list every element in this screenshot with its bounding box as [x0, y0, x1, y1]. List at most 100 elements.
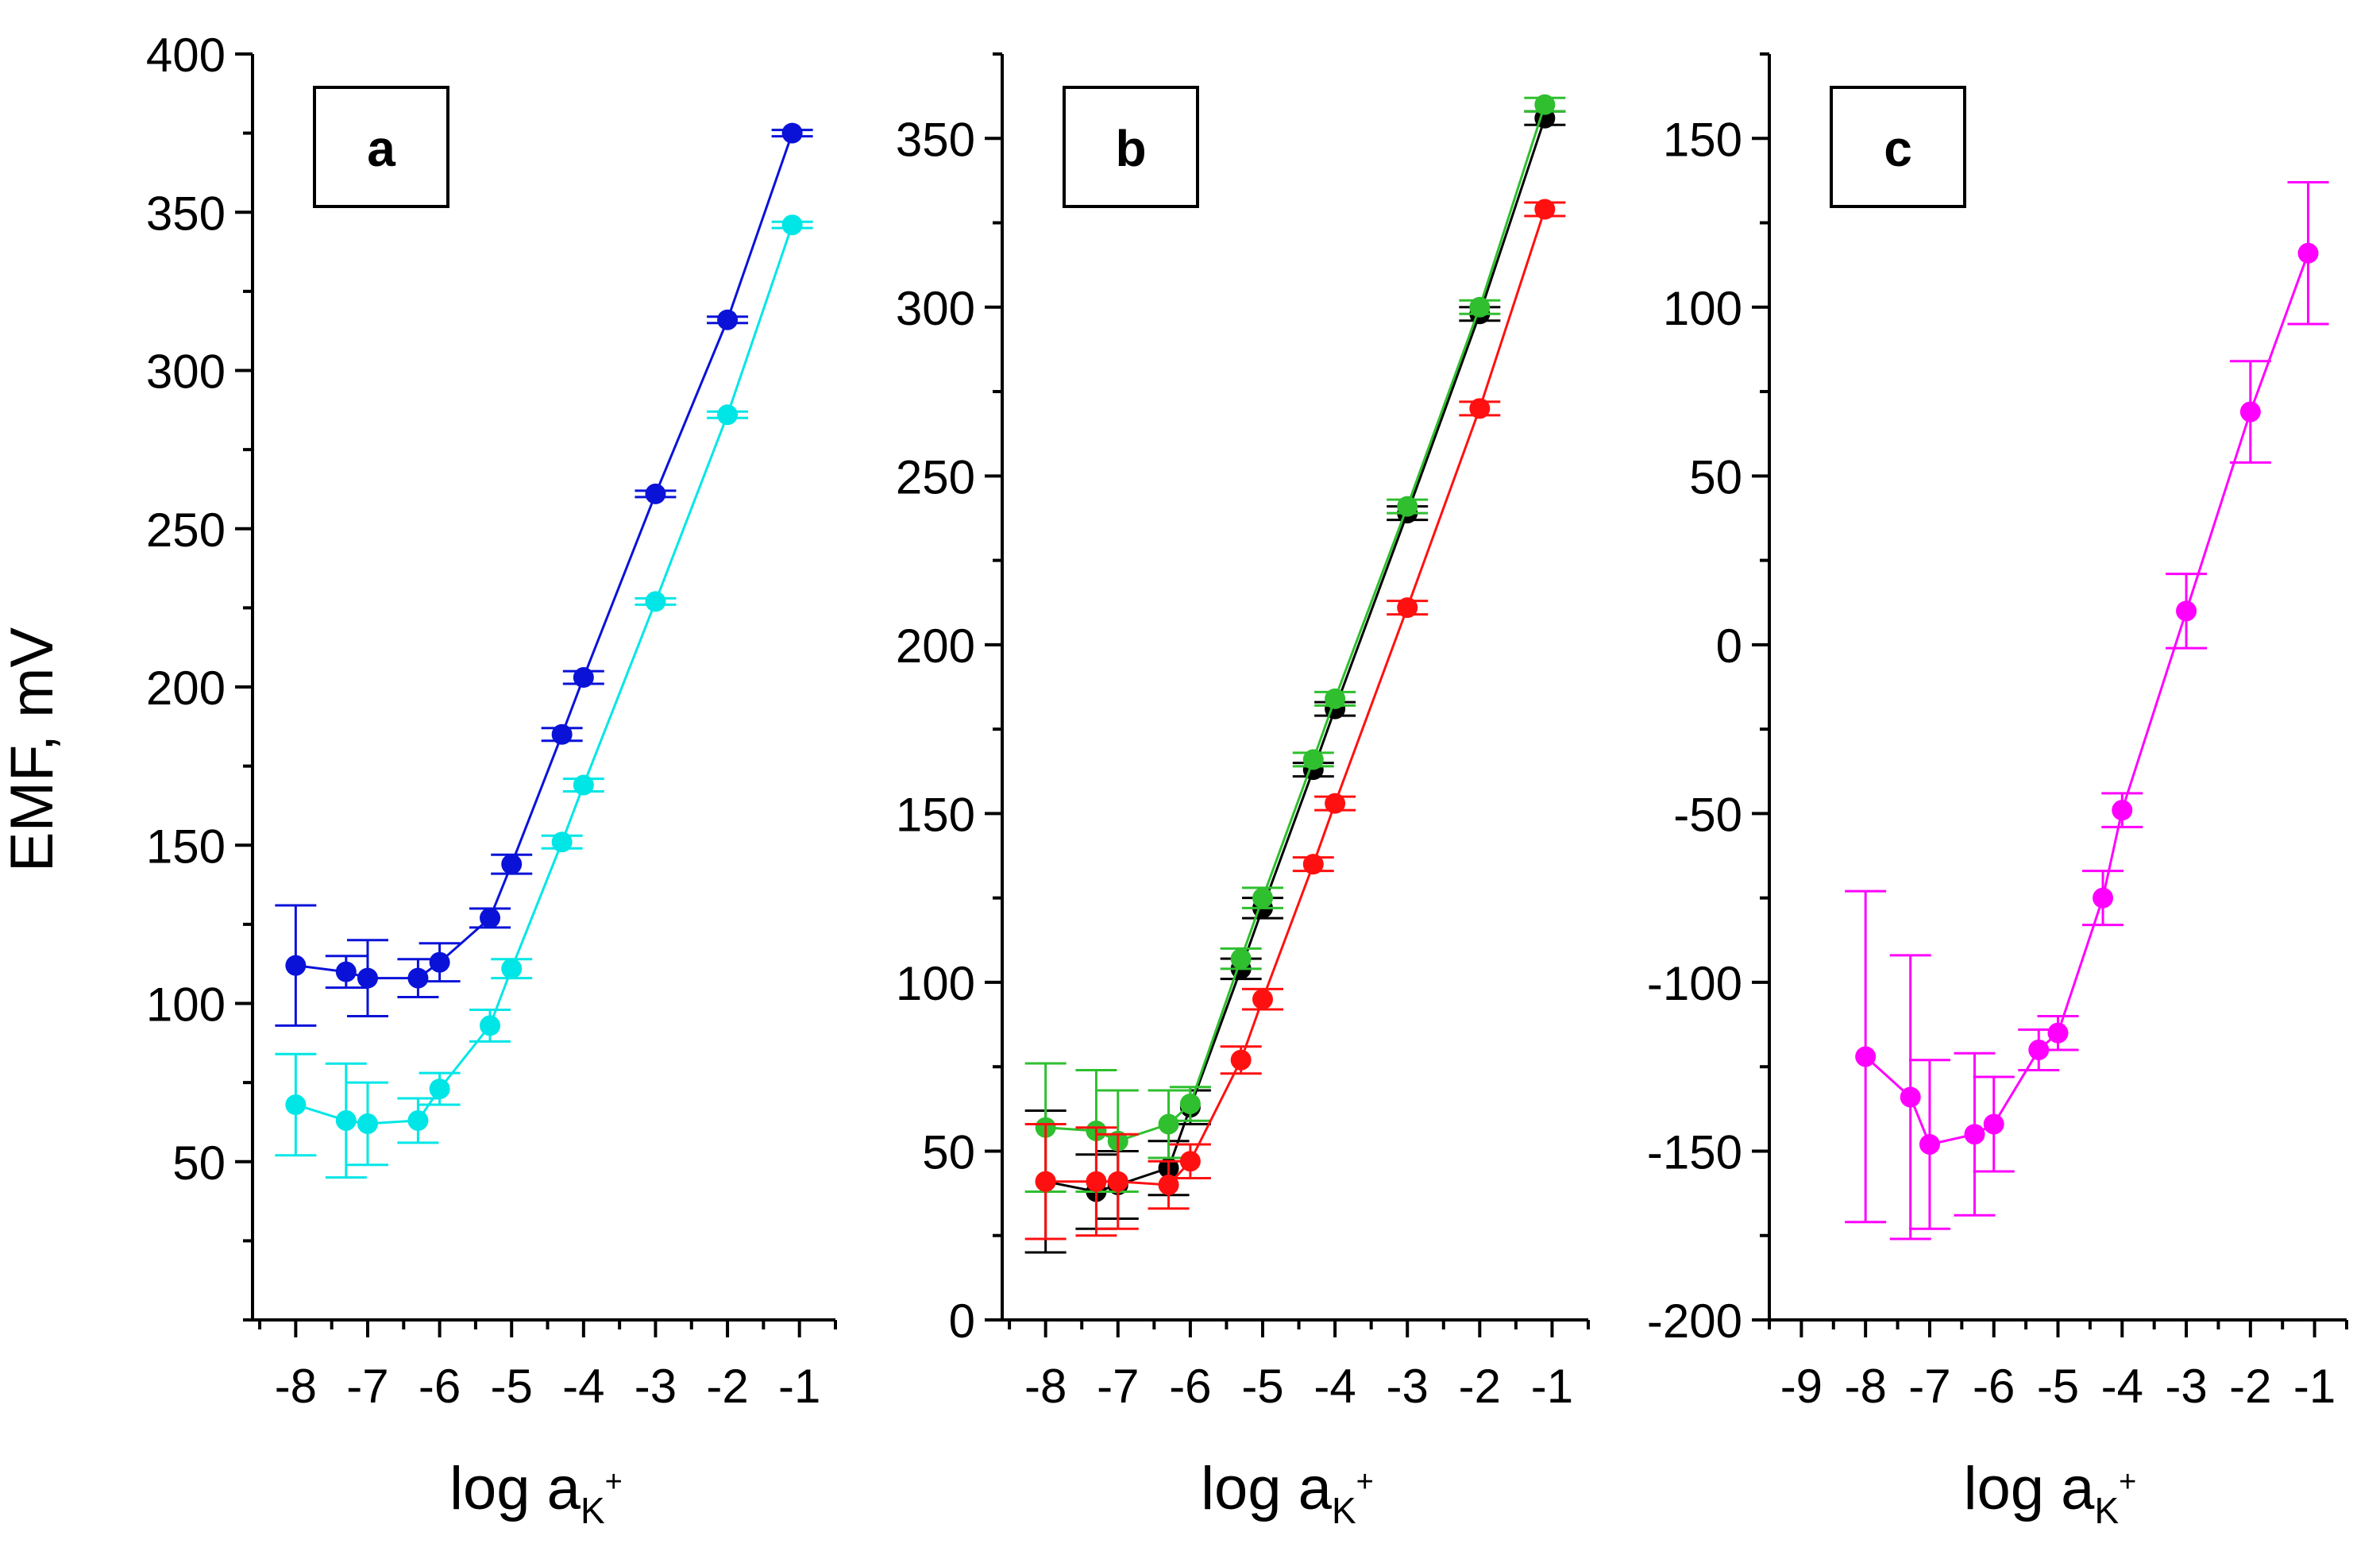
data-point: [717, 404, 739, 426]
x-axis-label: log aK+: [1201, 1455, 1374, 1531]
series-1: [275, 214, 813, 1179]
y-tick-label: 50: [172, 1136, 226, 1190]
series-0: [1845, 181, 2329, 1241]
data-point: [1179, 1093, 1201, 1114]
data-point: [2176, 600, 2197, 622]
x-tick-label: -2: [706, 1360, 748, 1413]
x-axis-label-sup: +: [2119, 1465, 2136, 1499]
data-point: [501, 854, 523, 875]
y-tick-label: 350: [146, 187, 226, 240]
data-point: [1035, 1171, 1056, 1192]
data-point: [2112, 800, 2133, 821]
x-tick-label: -2: [1459, 1360, 1501, 1413]
x-tick-label: -7: [1097, 1360, 1139, 1413]
x-axis-label: log aK+: [449, 1455, 623, 1531]
x-tick-label: -6: [1169, 1360, 1211, 1413]
data-point: [407, 967, 429, 989]
panel-a: 50 100 150 200 250 300 350 400 -8 -7 -6 -5 -4 -3 -2 -1 l…: [146, 29, 837, 1531]
x-tick-label: -5: [2037, 1360, 2079, 1413]
x-tick-label: -1: [2293, 1360, 2336, 1413]
x-tick-label: -4: [2101, 1360, 2143, 1413]
data-point: [407, 1109, 429, 1131]
y-tick-label: 300: [896, 282, 975, 335]
x-tick-label: -4: [1313, 1360, 1356, 1413]
data-point: [1469, 398, 1491, 419]
data-point: [501, 958, 523, 979]
data-point: [573, 667, 594, 689]
y-tick-label: 400: [146, 29, 226, 82]
x-tick-label: -3: [1387, 1360, 1429, 1413]
data-point: [1252, 989, 1273, 1010]
data-point: [2297, 242, 2319, 264]
x-tick-label: -2: [2229, 1360, 2271, 1413]
data-point: [1855, 1046, 1877, 1067]
x-axis-label-sup: +: [605, 1465, 623, 1499]
data-point: [717, 309, 739, 330]
data-point: [429, 951, 450, 973]
panel-label-box: [313, 86, 449, 208]
data-point: [1534, 199, 1556, 220]
y-tick-label: 100: [896, 957, 975, 1010]
panel-b: 0 50 100 150 200 250 300 350 -8 -7 -6 -5 -4 -3 -2 -1 log…: [896, 52, 1590, 1531]
x-tick-label: -7: [1908, 1360, 1950, 1413]
y-tick-label: 100: [146, 978, 226, 1032]
data-point: [1086, 1171, 1107, 1192]
data-point: [335, 961, 357, 982]
y-tick-label: 200: [896, 619, 975, 673]
data-point: [480, 1015, 501, 1036]
data-point: [1964, 1124, 1985, 1145]
x-tick-label: -8: [1844, 1360, 1886, 1413]
data-point: [781, 122, 803, 144]
data-point: [645, 483, 666, 504]
y-tick-label: 350: [896, 113, 975, 166]
data-point: [1302, 854, 1324, 875]
y-tick-label: 50: [922, 1125, 975, 1179]
y-tick-label: -100: [1647, 957, 1742, 1010]
data-point: [2047, 1022, 2069, 1044]
data-point: [1983, 1113, 2004, 1135]
x-axis-label-sub: K: [1332, 1490, 1356, 1531]
x-tick-label: -6: [1973, 1360, 2015, 1413]
x-axis-label-sub: K: [2094, 1490, 2119, 1531]
y-tick-label: 50: [1689, 450, 1742, 504]
data-point: [357, 1113, 378, 1134]
x-tick-label: -8: [1024, 1360, 1067, 1413]
y-axis-label: EMF, mV: [0, 627, 66, 873]
x-tick-label: -1: [1531, 1360, 1573, 1413]
x-axis-label-main: log a: [449, 1455, 581, 1522]
data-point: [551, 832, 573, 853]
data-point: [1919, 1133, 1940, 1155]
data-point: [1900, 1086, 1921, 1108]
x-tick-label: -9: [1780, 1360, 1823, 1413]
data-point: [1230, 1049, 1252, 1071]
data-point: [1230, 948, 1252, 970]
x-tick-label: -5: [1241, 1360, 1283, 1413]
y-tick-label: 150: [1663, 113, 1742, 166]
data-point: [429, 1078, 450, 1100]
y-tick-label: -150: [1647, 1125, 1742, 1179]
y-tick-label: 250: [146, 504, 226, 557]
data-point: [1107, 1171, 1128, 1192]
x-tick-label: -3: [2165, 1360, 2207, 1413]
data-point: [573, 774, 594, 796]
panel-label-box: [1063, 86, 1199, 208]
x-tick-label: -7: [346, 1360, 388, 1413]
data-point: [551, 723, 573, 745]
panel-c: -200 -150 -100 -50 0 50 100 150 -9 -8 -7 -6 -5 -4 -3 -2…: [1647, 52, 2348, 1531]
data-point: [1469, 296, 1491, 318]
data-point: [357, 967, 378, 989]
data-point: [1158, 1113, 1179, 1135]
data-point: [335, 1109, 357, 1131]
data-point: [285, 955, 307, 976]
data-point: [1397, 496, 1418, 517]
data-point: [1158, 1174, 1179, 1195]
data-point: [1179, 1151, 1201, 1172]
x-tick-label: -4: [562, 1360, 604, 1413]
data-point: [480, 907, 501, 928]
x-tick-label: -5: [491, 1360, 533, 1413]
x-tick-label: -8: [275, 1360, 317, 1413]
x-axis-label-main: log a: [1201, 1455, 1333, 1522]
